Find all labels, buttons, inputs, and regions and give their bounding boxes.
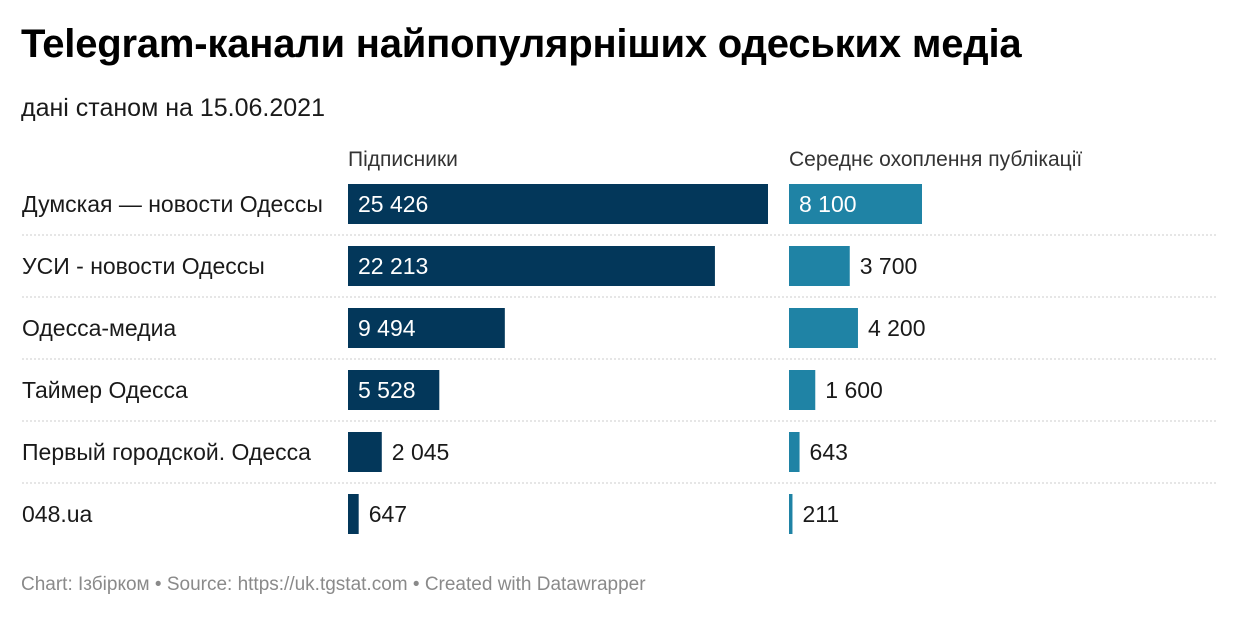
chart-title: Telegram-канали найпопулярніших одеських… [21,22,1022,66]
category-label: Думская — новости Одессы [22,191,323,217]
reach-bar [789,370,816,410]
reach-value-label: 211 [802,501,839,527]
subscribers-bar [348,308,505,348]
reach-value-label: 1 600 [825,377,883,403]
subscribers-value-label: 5 528 [358,377,416,403]
category-label: 048.ua [22,501,93,527]
reach-bar [789,308,858,348]
reach-value-label: 4 200 [868,315,926,341]
reach-bar [789,184,922,224]
reach-value-label: 8 100 [799,191,857,217]
subscribers-value-label: 9 494 [358,315,416,341]
bar-chart: Думская — новости Одессы 25 426 8 100 УСИ -… [22,184,1218,534]
category-label: Одесса-медиа [22,315,176,341]
reach-value-label: 643 [810,439,848,465]
reach-bar [789,432,800,472]
subscribers-bar [348,184,768,224]
reach-column-header: Середнє охоплення публікації [789,148,1083,171]
subscribers-bar [348,494,359,534]
reach-bar [789,246,850,286]
category-label: УСИ - новости Одессы [22,253,265,279]
subscribers-value-label: 25 426 [358,191,428,217]
reach-value-label: 3 700 [860,253,918,279]
reach-bar [789,494,793,534]
subscribers-bar [348,246,715,286]
chart-footer: Chart: Ізбірком • Source: https://uk.tgs… [21,574,646,595]
chart-subtitle: дані станом на 15.06.2021 [21,94,325,122]
subscribers-value-label: 2 045 [392,439,450,465]
subscribers-value-label: 647 [369,501,407,527]
subscribers-value-label: 22 213 [358,253,428,279]
subscribers-bar [348,370,440,410]
subscribers-column-header: Підписники [348,148,458,171]
subscribers-bar [348,432,382,472]
category-label: Таймер Одесса [22,377,188,403]
category-label: Первый городской. Одесса [22,439,311,465]
